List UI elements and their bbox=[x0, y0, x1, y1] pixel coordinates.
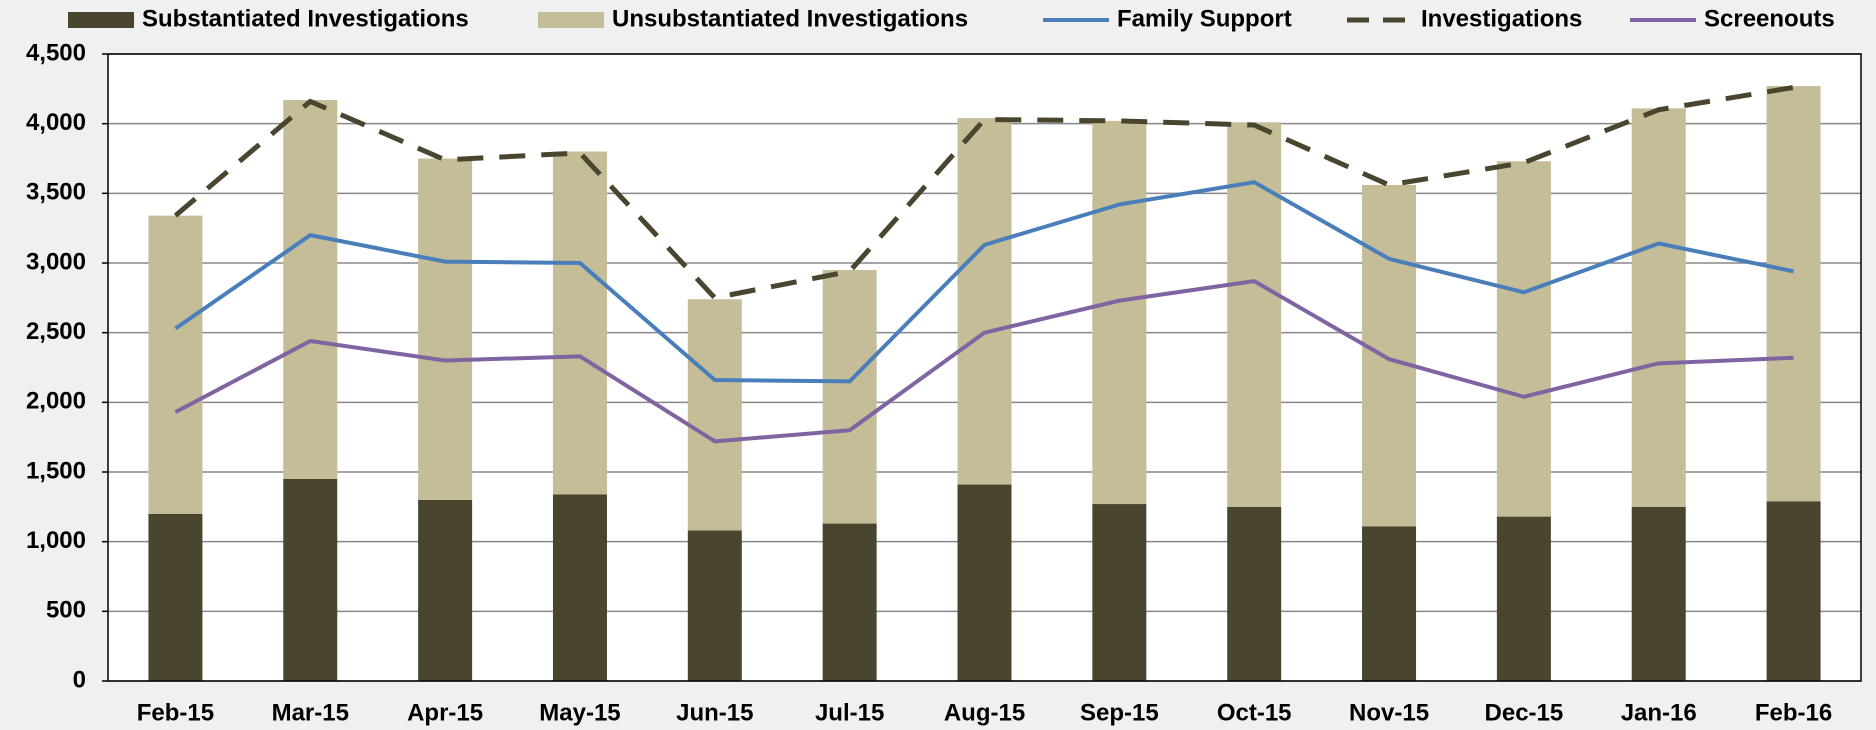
line bbox=[174, 180, 1794, 384]
bar bbox=[552, 494, 607, 681]
legend-label: Screenouts bbox=[1704, 5, 1835, 32]
bar bbox=[687, 299, 742, 531]
legend-swatch bbox=[538, 12, 604, 28]
x-tick-label: Jan-16 bbox=[1621, 699, 1697, 726]
legend-swatch bbox=[68, 12, 134, 28]
legend-label: Family Support bbox=[1117, 5, 1292, 32]
x-tick-label: Sep-15 bbox=[1080, 699, 1159, 726]
bar bbox=[552, 151, 607, 495]
y-tick-label: 4,500 bbox=[26, 39, 86, 66]
bar bbox=[148, 513, 203, 681]
x-tick-label: Nov-15 bbox=[1349, 699, 1429, 726]
y-tick-label: 500 bbox=[46, 597, 86, 624]
x-tick-label: Jul-15 bbox=[815, 699, 884, 726]
x-tick-label: Feb-16 bbox=[1755, 699, 1832, 726]
y-tick-label: 1,500 bbox=[26, 457, 86, 484]
bar bbox=[1496, 516, 1551, 681]
bar bbox=[822, 269, 877, 524]
bar bbox=[1362, 526, 1417, 681]
x-tick-label: May-15 bbox=[539, 699, 620, 726]
y-tick-label: 1,000 bbox=[26, 527, 86, 554]
line bbox=[174, 279, 1794, 444]
bar bbox=[957, 484, 1012, 681]
bar bbox=[1227, 506, 1282, 681]
bar bbox=[1092, 504, 1147, 681]
bar bbox=[1631, 108, 1686, 507]
bar bbox=[1766, 86, 1821, 502]
bar bbox=[1092, 120, 1147, 505]
y-tick-label: 3,000 bbox=[26, 248, 86, 275]
x-tick-label: Mar-15 bbox=[272, 699, 349, 726]
x-tick-label: Dec-15 bbox=[1485, 699, 1564, 726]
bar bbox=[1631, 506, 1686, 681]
bar bbox=[1766, 501, 1821, 681]
x-tick-label: Apr-15 bbox=[407, 699, 483, 726]
y-tick-label: 0 bbox=[73, 666, 86, 693]
bar bbox=[1227, 122, 1282, 507]
bar bbox=[283, 99, 338, 479]
bar bbox=[418, 158, 473, 500]
x-tick-label: Jun-15 bbox=[676, 699, 753, 726]
y-tick-label: 2,000 bbox=[26, 388, 86, 415]
bar bbox=[418, 499, 473, 681]
bar bbox=[687, 530, 742, 681]
bar bbox=[148, 215, 203, 514]
y-tick-label: 4,000 bbox=[26, 109, 86, 136]
bar bbox=[1362, 184, 1417, 527]
bar bbox=[822, 523, 877, 681]
y-tick-label: 3,500 bbox=[26, 179, 86, 206]
x-tick-label: Feb-15 bbox=[137, 699, 214, 726]
legend-label: Substantiated Investigations bbox=[142, 5, 469, 32]
legend-label: Investigations bbox=[1421, 5, 1582, 32]
x-tick-label: Aug-15 bbox=[944, 699, 1025, 726]
plot-border bbox=[107, 53, 1862, 682]
bar bbox=[957, 118, 1012, 485]
legend-label: Unsubstantiated Investigations bbox=[612, 5, 968, 32]
bar bbox=[1496, 161, 1551, 517]
y-tick-label: 2,500 bbox=[26, 318, 86, 345]
bar bbox=[283, 478, 338, 681]
x-tick-label: Oct-15 bbox=[1217, 699, 1292, 726]
